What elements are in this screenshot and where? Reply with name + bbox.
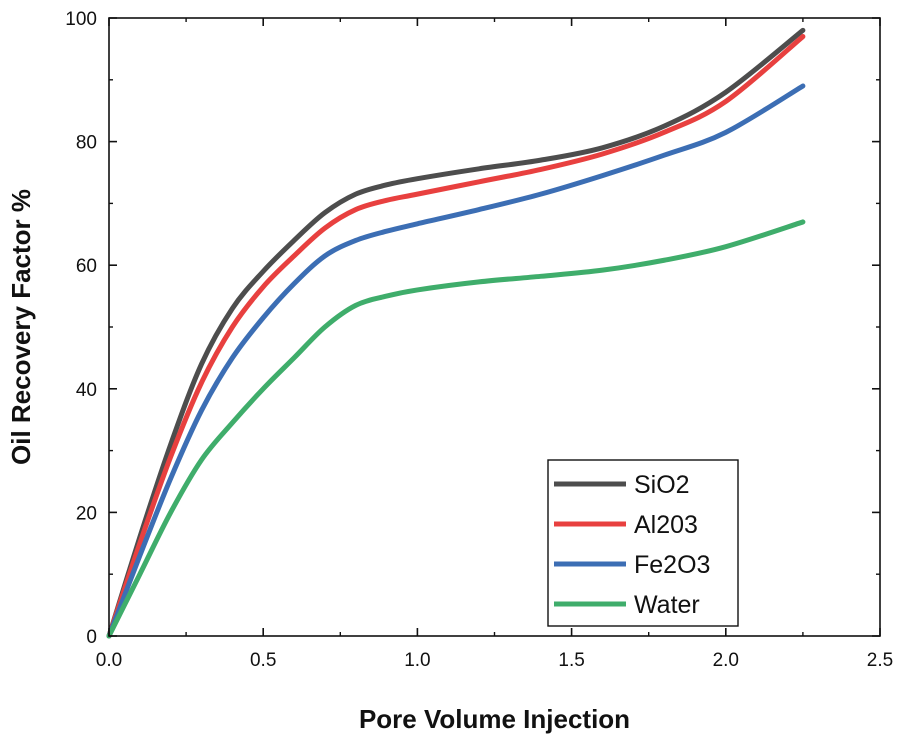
legend-box: [547, 459, 739, 627]
axis-ticks: 0.0 0.5 1.0 1.5 2.0 2.5 0 20 40 60 80 100: [65, 9, 893, 671]
x-tick-label: 0.5: [250, 650, 276, 671]
legend: SiO2 Al203 Fe2O3 Water: [547, 459, 739, 627]
x-tick-label: 2.0: [713, 650, 739, 671]
x-tick-label: 2.5: [867, 650, 893, 671]
x-axis-label: Pore Volume Injection: [359, 704, 630, 734]
series-line-fe2o3: [106, 83, 806, 639]
legend-label-fe2o3: Fe2O3: [634, 551, 710, 579]
x-tick-label: 1.0: [404, 650, 430, 671]
x-tick-label: 1.5: [558, 650, 584, 671]
x-tick-label: 0.0: [96, 650, 122, 671]
series-line-al203: [106, 34, 806, 639]
y-tick-label: 60: [76, 256, 97, 277]
series-layer: [106, 27, 806, 639]
series-line-sio2: [106, 27, 806, 639]
y-tick-label: 20: [76, 503, 97, 524]
legend-label-water: Water: [634, 591, 700, 619]
y-axis-label: Oil Recovery Factor %: [6, 189, 36, 465]
y-tick-label: 80: [76, 133, 97, 154]
y-tick-label: 0: [86, 627, 97, 648]
legend-label-sio2: SiO2: [634, 471, 690, 499]
y-tick-label: 100: [65, 9, 97, 30]
y-tick-label: 40: [76, 380, 97, 401]
legend-label-al203: Al203: [634, 511, 698, 539]
series-line-water: [106, 219, 806, 639]
